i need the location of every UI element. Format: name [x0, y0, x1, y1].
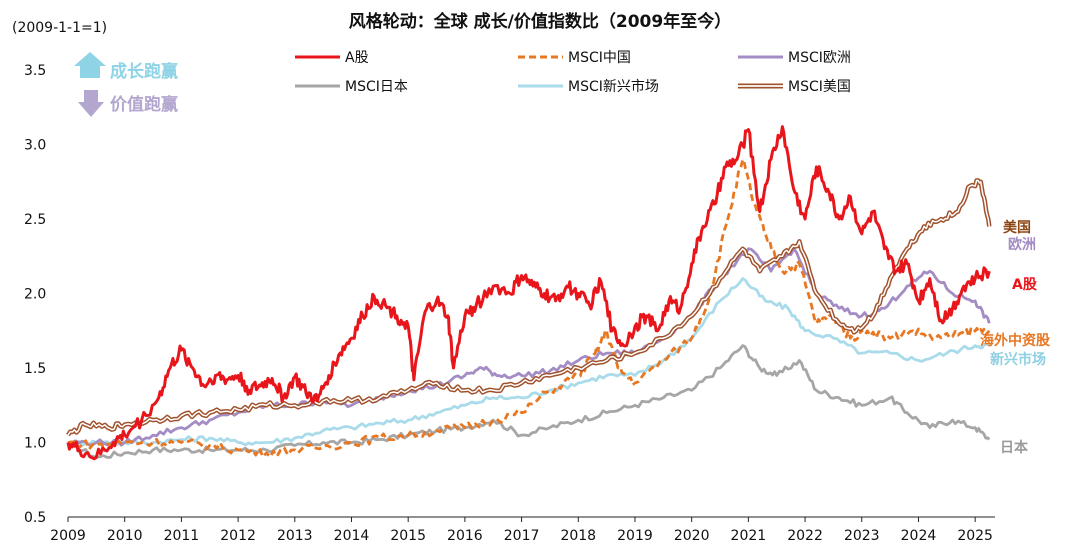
series-line-china	[67, 158, 991, 459]
unit-note: (2009-1-1=1)	[12, 20, 107, 36]
x-tick-label: 2024	[901, 528, 937, 544]
legend-item: MSCI中国	[518, 50, 631, 66]
x-tick-label: 2018	[560, 528, 596, 544]
y-tick-label: 2.5	[24, 212, 46, 228]
x-tick-label: 2019	[617, 528, 653, 544]
x-tick-label: 2009	[50, 528, 86, 544]
x-tick-label: 2020	[674, 528, 710, 544]
x-tick-label: 2017	[504, 528, 540, 544]
x-tick-label: 2013	[277, 528, 313, 544]
x-tick-label: 2010	[107, 528, 143, 544]
end-label-a: A股	[1012, 277, 1038, 293]
series-line-europe	[67, 247, 991, 447]
x-tick-label: 2015	[390, 528, 426, 544]
legend-label: MSCI新兴市场	[568, 78, 659, 95]
x-tick-label: 2012	[220, 528, 256, 544]
legend-label: A股	[345, 50, 369, 66]
chart-axes: 0.5 1.0 1.5 2.0 2.5 3.0 3.5 2009 2010 2011 2012 201…	[24, 63, 995, 544]
y-tick-label: 3.0	[24, 138, 46, 154]
x-tick-label: 2021	[731, 528, 767, 544]
x-tick-label: 2025	[957, 528, 993, 544]
x-tick-label: 2016	[447, 528, 483, 544]
up-arrow-icon	[74, 52, 106, 78]
y-tick-label: 0.5	[24, 510, 46, 526]
y-tick-label: 3.5	[24, 63, 46, 79]
end-label-us: 美国	[1003, 219, 1031, 236]
end-label-china: 海外中资股	[980, 332, 1051, 349]
y-tick-label: 1.5	[24, 361, 46, 377]
x-tick-label: 2011	[164, 528, 200, 544]
chart-legend: A股 MSCI中国 MSCI欧洲 MSCI日本 MSCI新兴市场 MSCI美国	[295, 50, 851, 95]
value-label: 价值跑赢	[110, 94, 178, 115]
legend-label: MSCI日本	[345, 79, 408, 95]
end-label-em: 新兴市场	[990, 351, 1046, 368]
value-annotation: 价值跑赢	[78, 90, 178, 117]
growth-label: 成长跑赢	[110, 61, 178, 82]
legend-item: MSCI日本	[295, 79, 408, 95]
growth-annotation: 成长跑赢	[74, 52, 178, 82]
chart-series	[66, 125, 992, 461]
legend-item: A股	[295, 50, 369, 66]
down-arrow-icon	[78, 90, 104, 117]
legend-label: MSCI美国	[788, 79, 851, 95]
end-label-japan: 日本	[1000, 439, 1029, 456]
legend-label: MSCI中国	[568, 50, 631, 66]
y-tick-label: 1.0	[24, 436, 46, 452]
x-tick-label: 2022	[787, 528, 823, 544]
x-tick-label: 2014	[334, 528, 370, 544]
legend-item: MSCI美国	[738, 79, 851, 95]
series-line-a	[66, 125, 991, 461]
legend-label: MSCI欧洲	[788, 50, 851, 66]
chart-title: 风格轮动：全球 成长/价值指数比（2009年至今）	[349, 11, 731, 32]
legend-item: MSCI新兴市场	[518, 78, 659, 95]
series-line-em	[67, 277, 991, 447]
y-tick-label: 2.0	[24, 287, 46, 303]
end-label-europe: 欧洲	[1008, 236, 1036, 253]
series-line-us-inner	[67, 179, 991, 436]
legend-item: MSCI欧洲	[738, 50, 851, 66]
x-tick-label: 2023	[844, 528, 880, 544]
